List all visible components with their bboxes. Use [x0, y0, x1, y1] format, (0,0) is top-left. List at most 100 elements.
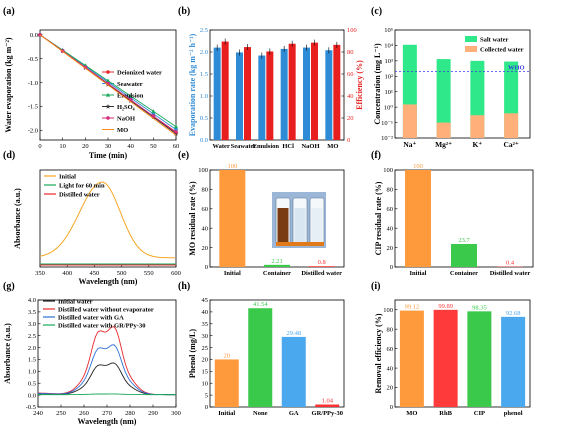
y-tick-label-f: 80 — [387, 187, 394, 194]
y-tick-label-i: 60 — [387, 346, 394, 353]
bar-collected-water-c — [504, 113, 519, 138]
bar-h — [248, 308, 273, 407]
bar-rate-b — [258, 55, 266, 140]
x-tick-label-i: phenol — [504, 410, 523, 417]
series-line-d — [39, 181, 175, 259]
y-tick-label-h: 5 — [205, 392, 208, 399]
data-point-a — [174, 124, 178, 129]
value-label-i: 99.12 — [405, 304, 420, 311]
y-tick-label-i: 40 — [387, 365, 394, 372]
x-tick-label-b: Seawater — [231, 143, 257, 150]
plot-frame-i — [394, 299, 531, 408]
y-tick-label-e: 20 — [202, 245, 209, 252]
x-tick-label-b: Water — [213, 143, 230, 150]
bar-rate-b — [325, 50, 333, 140]
bar-rate-b — [213, 47, 221, 140]
y-tick-label-c: 10² — [385, 73, 394, 80]
bar-i — [501, 316, 526, 407]
data-point-a — [106, 78, 110, 83]
y-tick-label-c: 10⁴ — [384, 43, 394, 50]
y-tick-label-g: 0.0 — [28, 392, 36, 399]
x-tick-label-c: K⁺ — [472, 140, 482, 149]
data-point-a — [151, 114, 156, 118]
legend-label-g: Initial water — [58, 298, 93, 305]
y-axis-label-i: Removal efficiency (%) — [374, 313, 383, 393]
y-tick-label-g: 3.5 — [28, 309, 36, 316]
panel-label-f: (f) — [371, 150, 381, 161]
x-tick-label-d: 400 — [62, 270, 72, 277]
y-tick-label-i: 0 — [390, 404, 393, 411]
x-tick-label-g: 300 — [171, 410, 181, 417]
vial-photo-inset — [272, 192, 326, 248]
bar-e — [264, 264, 290, 267]
x-axis-label-a: Time (min) — [89, 151, 128, 160]
y-tick-label-i: 100 — [383, 307, 393, 314]
value-label-e: 2.21 — [271, 258, 282, 265]
value-label-i: 98.35 — [472, 304, 487, 311]
panel-label-e: (e) — [178, 150, 189, 161]
y-tick-label-f: 100 — [383, 167, 393, 174]
y-tick-label-h: 40 — [202, 309, 209, 316]
y-tick-label-a: -1.5 — [28, 104, 38, 111]
who-reference-label: WHO — [508, 65, 525, 72]
x-tick-label-d: 550 — [144, 270, 154, 277]
y-tick-label-g: 1.0 — [28, 369, 36, 376]
x-tick-label-h: None — [253, 410, 268, 417]
y-tick-label-b: 80 — [347, 49, 354, 56]
y-axis-label-d: Absorbance (a.u.) — [13, 188, 22, 249]
panel-label-i: (i) — [371, 281, 380, 292]
y-tick-label-g: -0.5 — [26, 404, 36, 411]
bar-e — [308, 266, 335, 267]
x-tick-label-d: 450 — [90, 270, 100, 277]
legend-marker-a — [106, 92, 110, 97]
x-tick-label-a: 30 — [105, 143, 112, 150]
y-axis-label-c: Concentration (mg L⁻¹) — [373, 43, 382, 125]
x-tick-label-a: 60 — [173, 143, 180, 150]
y-tick-label-e: 60 — [202, 206, 209, 213]
y-axis-label-f: CIP residual rate (%) — [374, 181, 383, 255]
x-tick-label-g: 270 — [102, 410, 112, 417]
vial-liquid — [277, 208, 289, 242]
legend-marker-a — [106, 70, 110, 74]
legend-label-a: NaOH — [117, 115, 135, 122]
plot-frame-b — [209, 29, 345, 141]
y-tick-label-g: 1.5 — [28, 357, 36, 364]
bar-f — [451, 244, 477, 267]
y-tick-label-b: 60 — [347, 71, 354, 78]
y-tick-label-b: 100 — [347, 27, 357, 34]
y-tick-label-h: 0 — [205, 404, 208, 411]
bar-collected-water-c — [402, 104, 417, 138]
legend-label-a: MO — [117, 127, 128, 134]
bar-i — [433, 309, 458, 407]
x-tick-label-i: MO — [406, 410, 417, 417]
x-tick-label-a: 20 — [82, 143, 89, 150]
plot-frame-c — [394, 29, 531, 139]
y-tick-label-a: -0.5 — [28, 56, 38, 63]
x-tick-label-f: Container — [450, 270, 478, 277]
x-axis-label-g: Wavelength (nm) — [78, 417, 137, 426]
x-tick-label-g: 260 — [79, 410, 89, 417]
legend-label-a: Deionized water — [117, 69, 162, 76]
x-tick-label-a: 0 — [38, 143, 41, 150]
value-label-f: 100 — [413, 163, 423, 170]
y-tick-label-g: 4.0 — [28, 297, 36, 304]
x-tick-label-i: CIP — [474, 410, 485, 417]
y-tick-label-e: 80 — [202, 187, 209, 194]
x-tick-label-c: Na⁺ — [403, 140, 416, 149]
series-line-a — [39, 34, 177, 136]
value-label-h: 20 — [224, 352, 231, 359]
y-tick-label-b: 0.5 — [200, 115, 208, 122]
y-tick-label-i: 80 — [387, 326, 394, 333]
y-tick-label-b: 2.0 — [200, 49, 208, 56]
y-tick-label-b: 1.0 — [200, 93, 208, 100]
legend-label-g: Distilled water with GA — [58, 314, 124, 321]
data-point-a — [128, 93, 133, 98]
x-tick-label-c: Mg²⁺ — [435, 140, 452, 149]
bar-h — [315, 404, 340, 407]
series-line-g — [37, 393, 177, 396]
y-tick-label-b: 40 — [347, 93, 354, 100]
bar-salt-water-c — [436, 59, 451, 138]
y-tick-label-c: 10⁵ — [384, 27, 393, 34]
x-axis-label-d: Wavelength (nm) — [79, 277, 138, 286]
